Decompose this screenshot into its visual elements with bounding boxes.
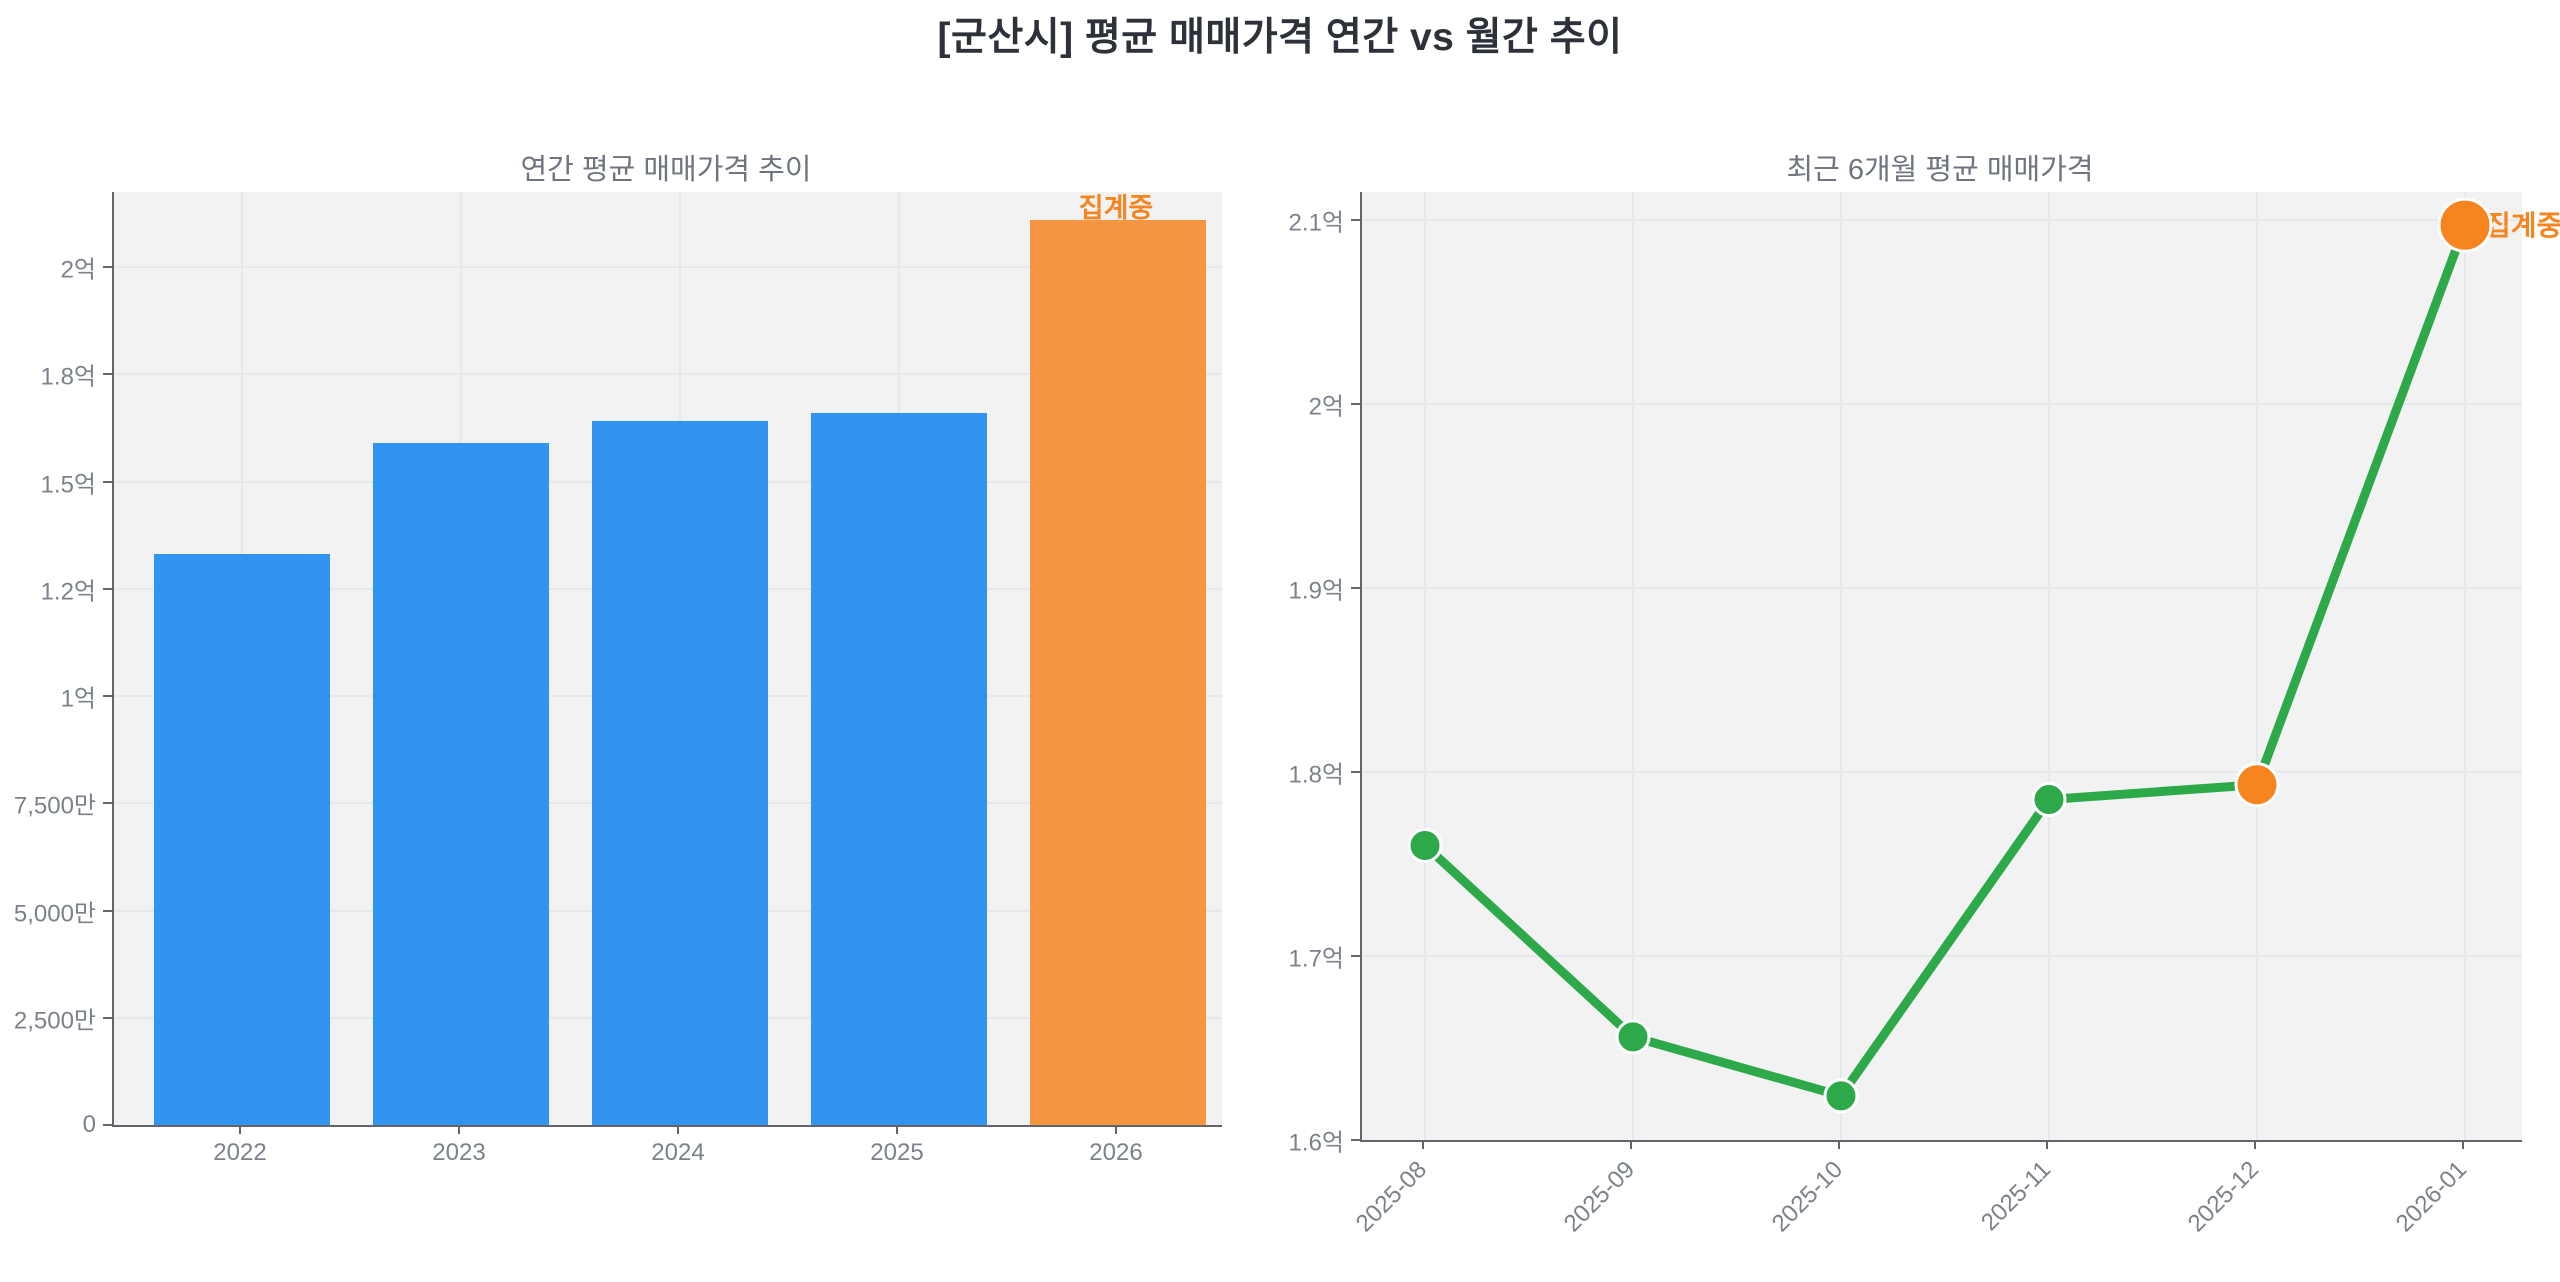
x-tick-label: 2025-09 bbox=[1558, 1156, 1641, 1238]
y-tick-label: 2억 bbox=[1308, 393, 1344, 421]
y-gridline bbox=[1362, 586, 2522, 589]
aggregating-label: 집계중 bbox=[2485, 210, 2560, 241]
monthly-line-plot-area: 집계중 bbox=[1360, 192, 2560, 1142]
y-tick-label: 7,500만 bbox=[13, 792, 96, 820]
x-tick-mark bbox=[239, 1125, 241, 1134]
x-gridline bbox=[2048, 192, 2050, 1140]
y-gridline bbox=[1362, 402, 2522, 405]
y-tick-mark bbox=[103, 266, 112, 269]
bar-2025 bbox=[811, 412, 987, 1125]
y-tick-mark bbox=[103, 802, 112, 805]
price-line-series: 집계중 bbox=[1407, 197, 2560, 1114]
y-gridline bbox=[1362, 218, 2522, 221]
y-tick-label: 2억 bbox=[60, 256, 96, 284]
x-tick-mark bbox=[677, 1125, 679, 1134]
x-tick-mark bbox=[1838, 1140, 1840, 1149]
x-gridline bbox=[2464, 192, 2466, 1140]
monthly-chart-title: 최근 6개월 평균 매매가격 bbox=[1786, 154, 2094, 186]
y-tick-label: 1억 bbox=[60, 685, 96, 713]
x-tick-mark bbox=[896, 1125, 898, 1134]
data-point-2025-10 bbox=[1823, 1078, 1859, 1114]
y-tick-label: 1.7억 bbox=[1288, 945, 1344, 973]
y-tick-label: 1.8억 bbox=[40, 363, 96, 391]
x-tick-label: 2024 bbox=[651, 1139, 705, 1166]
annual-chart-title: 연간 평균 매매가격 추이 bbox=[520, 154, 812, 186]
y-tick-label: 1.2억 bbox=[40, 578, 96, 606]
data-point-2026-01 bbox=[2437, 197, 2493, 253]
y-tick-label: 1.9억 bbox=[1288, 577, 1344, 605]
data-point-2025-08 bbox=[1407, 827, 1443, 863]
line-path bbox=[1420, 220, 2470, 1101]
y-gridline bbox=[1362, 770, 2522, 773]
x-gridline bbox=[2256, 192, 2258, 1140]
data-point-2025-09 bbox=[1615, 1019, 1651, 1055]
x-tick-label: 2025-12 bbox=[2182, 1156, 2265, 1238]
y-tick-label: 1.6억 bbox=[1288, 1129, 1344, 1157]
y-tick-mark bbox=[103, 1124, 112, 1126]
x-tick-mark bbox=[458, 1125, 460, 1134]
y-tick-mark bbox=[1351, 770, 1360, 773]
x-gridline bbox=[1840, 192, 1842, 1140]
y-tick-mark bbox=[103, 1016, 112, 1019]
x-tick-label: 2025-10 bbox=[1766, 1156, 1849, 1238]
y-tick-mark bbox=[1351, 586, 1360, 589]
x-tick-label: 2025 bbox=[870, 1139, 924, 1166]
aggregating-label: 집계중 bbox=[1078, 192, 1154, 223]
bar-2023 bbox=[373, 442, 549, 1125]
x-tick-mark bbox=[1422, 1140, 1424, 1149]
y-tick-mark bbox=[1351, 218, 1360, 221]
x-tick-mark bbox=[1630, 1140, 1632, 1149]
x-tick-mark bbox=[1115, 1125, 1117, 1134]
y-gridline bbox=[114, 266, 1222, 269]
x-tick-label: 2026-01 bbox=[2390, 1156, 2473, 1238]
x-tick-label: 2026 bbox=[1089, 1139, 1143, 1166]
y-tick-label: 1.5억 bbox=[40, 471, 96, 499]
y-tick-mark bbox=[103, 373, 112, 376]
data-point-2025-11 bbox=[2031, 781, 2067, 817]
x-tick-mark bbox=[2462, 1140, 2464, 1149]
x-tick-mark bbox=[2254, 1140, 2256, 1149]
y-tick-mark bbox=[103, 909, 112, 912]
y-tick-mark bbox=[1351, 954, 1360, 957]
bar-2024 bbox=[592, 421, 768, 1125]
y-tick-label: 2.1억 bbox=[1288, 209, 1344, 237]
y-gridline bbox=[114, 373, 1222, 376]
y-tick-mark bbox=[103, 587, 112, 590]
x-tick-label: 2022 bbox=[213, 1139, 267, 1166]
x-tick-label: 2023 bbox=[432, 1139, 486, 1166]
bar-2026 bbox=[1030, 219, 1206, 1125]
y-tick-mark bbox=[103, 480, 112, 483]
y-tick-label: 1.8억 bbox=[1288, 761, 1344, 789]
data-point-2025-12 bbox=[2234, 762, 2280, 808]
y-tick-label: 0 bbox=[82, 1111, 96, 1138]
y-tick-mark bbox=[1351, 1139, 1360, 1141]
annual-bar-plot-area bbox=[112, 192, 1222, 1127]
y-tick-mark bbox=[103, 695, 112, 698]
x-gridline bbox=[1424, 192, 1426, 1140]
x-tick-label: 2025-08 bbox=[1350, 1156, 1433, 1238]
y-tick-label: 2,500만 bbox=[13, 1007, 96, 1035]
x-tick-label: 2025-11 bbox=[1975, 1156, 2057, 1237]
x-gridline bbox=[1632, 192, 1634, 1140]
main-title: [군산시] 평균 매매가격 연간 vs 월간 추이 bbox=[937, 16, 1623, 59]
y-tick-mark bbox=[1351, 402, 1360, 405]
bar-2022 bbox=[154, 554, 330, 1125]
y-tick-label: 5,000만 bbox=[13, 900, 96, 928]
x-tick-mark bbox=[2046, 1140, 2048, 1149]
